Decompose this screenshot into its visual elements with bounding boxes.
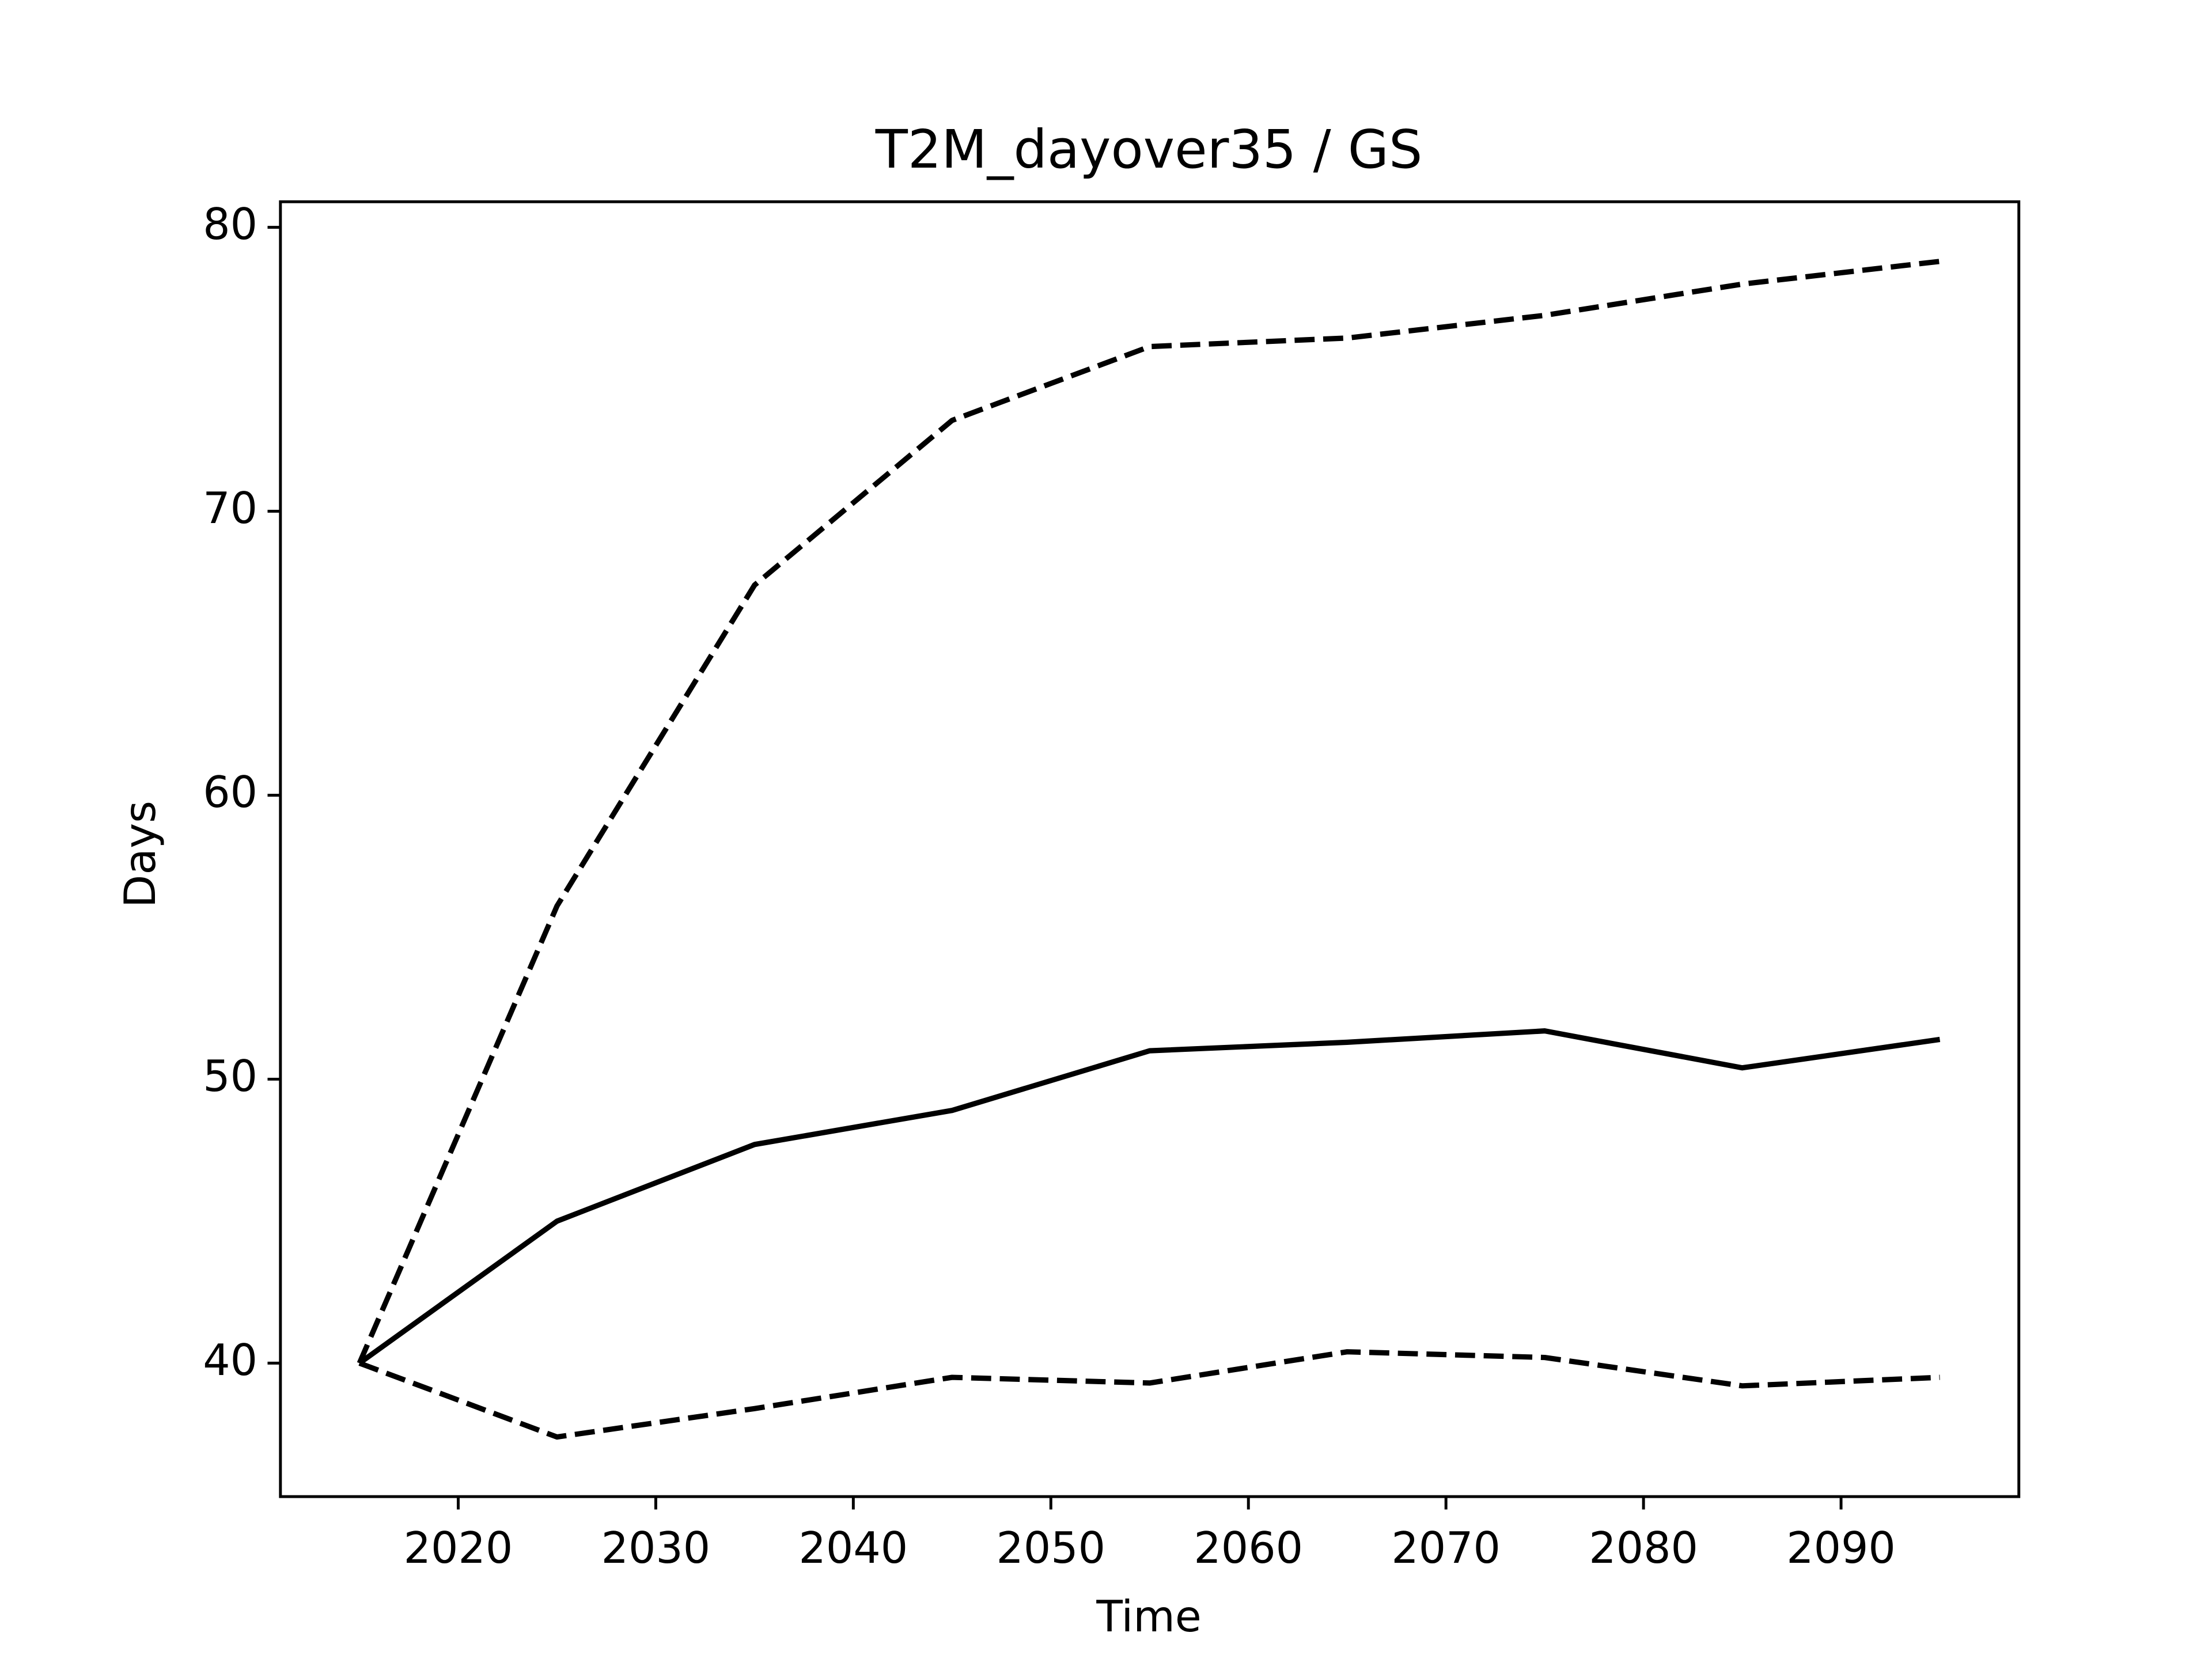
- chart-title: T2M_dayover35 / GS: [875, 119, 1423, 180]
- x-tick-label: 2070: [1391, 1523, 1501, 1573]
- series-line: [358, 1028, 1941, 1366]
- y-axis-label: Days: [115, 801, 165, 908]
- x-tick-label: 2080: [1589, 1523, 1698, 1573]
- x-tick-label: 2050: [996, 1523, 1105, 1573]
- y-tick-label: 60: [203, 767, 257, 817]
- x-tick-label: 2040: [799, 1523, 908, 1573]
- y-tick-label: 80: [203, 199, 257, 249]
- x-tick-label: 2020: [404, 1523, 513, 1573]
- series-line: [358, 1349, 1940, 1440]
- x-tick-label: 2030: [601, 1523, 711, 1573]
- plot-frame: [279, 200, 2021, 1498]
- y-tick-label: 40: [203, 1335, 257, 1385]
- y-tick-label: 70: [203, 483, 257, 533]
- x-tick-label: 2090: [1786, 1523, 1896, 1573]
- y-tick-label: 50: [203, 1051, 257, 1101]
- x-axis-label: Time: [1096, 1592, 1201, 1642]
- x-tick-label: 2060: [1194, 1523, 1303, 1573]
- series-line: [357, 259, 1941, 1365]
